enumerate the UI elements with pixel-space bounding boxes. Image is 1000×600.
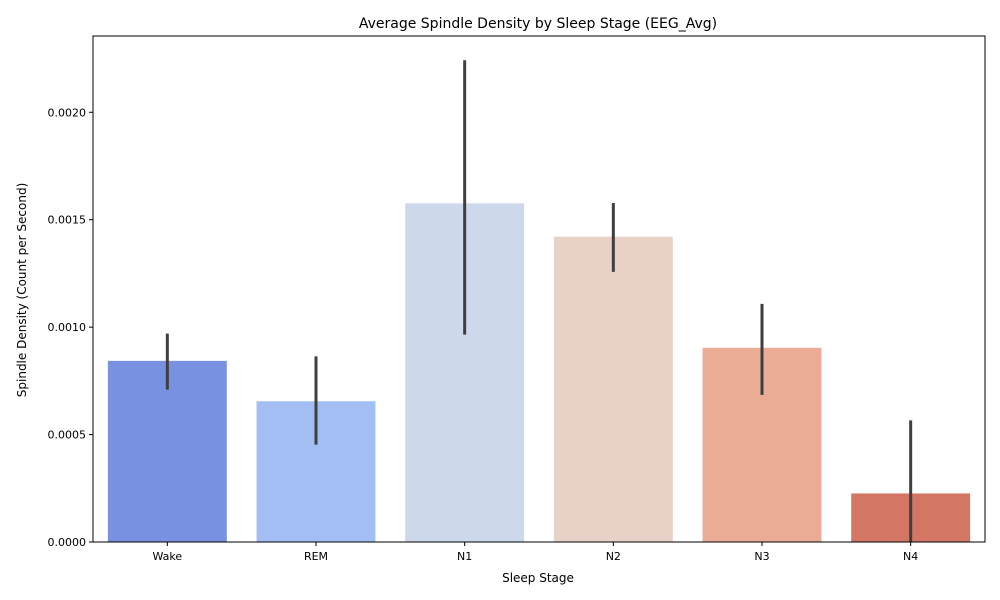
x-tick-label: N1 [457, 550, 472, 563]
x-tick-label: N4 [903, 550, 918, 563]
bars-group [107, 203, 971, 543]
x-axis-label: Sleep Stage [502, 571, 574, 585]
y-tick-label: 0.0015 [48, 214, 87, 227]
y-tick-label: 0.0000 [48, 536, 87, 549]
y-axis-label: Spindle Density (Count per Second) [15, 183, 29, 397]
x-tick-label: N3 [754, 550, 769, 563]
x-axis-ticks: Wake REM N1 N2 N3 N4 [152, 542, 918, 563]
y-axis-ticks: 0.0000 0.0005 0.0010 0.0015 0.0020 [48, 106, 93, 549]
bar-n2 [553, 236, 673, 543]
y-tick-label: 0.0005 [48, 429, 87, 442]
plot-frame [92, 35, 986, 543]
error-bars-group [165, 60, 913, 542]
chart-title: Average Spindle Density by Sleep Stage (… [359, 16, 717, 32]
bar-wake [107, 360, 227, 542]
y-tick-label: 0.0020 [48, 106, 87, 119]
y-tick-label: 0.0010 [48, 321, 87, 334]
x-tick-label: N2 [606, 550, 621, 563]
x-tick-label: REM [304, 550, 328, 563]
x-tick-label: Wake [152, 550, 182, 563]
